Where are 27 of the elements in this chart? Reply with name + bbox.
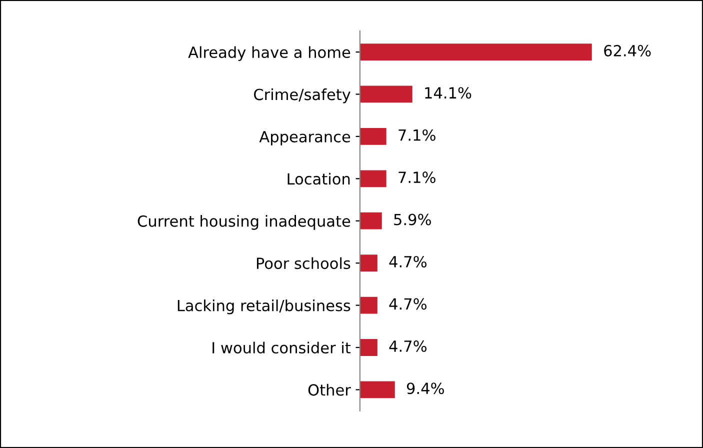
bar — [360, 296, 378, 314]
y-tick-label: Lacking retail/business — [178, 299, 350, 314]
bar — [360, 339, 378, 356]
bar — [360, 170, 386, 188]
data-label: 4.7% — [389, 340, 426, 352]
data-label: 7.1% — [398, 129, 436, 141]
bar — [360, 381, 395, 398]
y-tick-label: Already have a home — [188, 46, 350, 61]
data-label: 4.7% — [389, 298, 426, 310]
data-label: 62.4% — [604, 44, 651, 56]
y-tick-label: Location — [288, 172, 350, 185]
data-label: 4.7% — [389, 256, 426, 268]
y-tick-label: Other — [308, 384, 351, 396]
data-label: 14.1% — [425, 87, 472, 99]
bar — [360, 212, 382, 230]
y-tick-label: Appearance — [259, 131, 350, 146]
bar — [360, 44, 592, 60]
data-label: 7.1% — [398, 172, 436, 184]
bar — [360, 128, 386, 145]
y-tick-label: Crime/safety — [254, 88, 350, 104]
y-tick-label: I would consider it — [212, 342, 351, 354]
data-label: 9.4% — [406, 382, 444, 394]
y-tick-label: Poor schools — [256, 257, 350, 270]
bar — [360, 254, 378, 272]
bar — [360, 86, 412, 103]
data-label: 5.9% — [394, 214, 431, 226]
y-tick-label: Current housing inadequate — [138, 215, 350, 230]
